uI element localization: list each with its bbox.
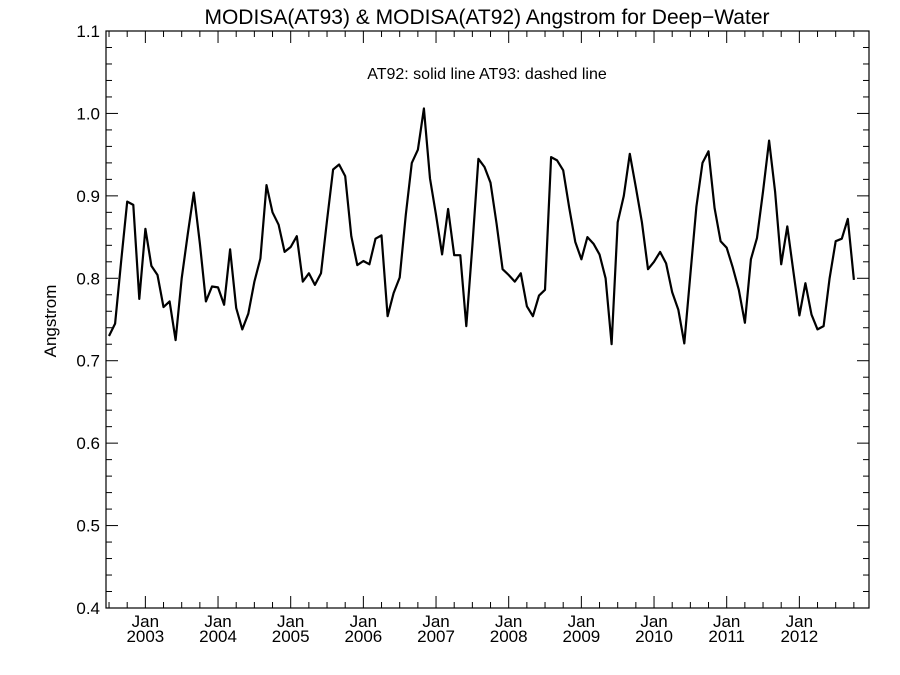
x-tick-month-label: Jan (568, 612, 595, 631)
x-axis: Jan2003Jan2004Jan2005Jan2006Jan2007Jan20… (108, 31, 855, 646)
series-layer (108, 107, 855, 346)
x-tick-month-label: Jan (786, 612, 813, 631)
y-tick-label: 0.4 (76, 599, 100, 618)
x-tick-year-label: 2011 (708, 627, 745, 646)
chart-title: MODISA(AT93) & MODISA(AT92) Angstrom for… (204, 6, 769, 29)
x-tick-month-label: Jan (422, 612, 449, 631)
series-line-at92 (108, 107, 855, 346)
y-tick-label: 0.7 (76, 352, 100, 371)
x-tick-month-label: Jan (277, 612, 304, 631)
x-tick-year-label: 2005 (272, 627, 310, 646)
y-tick-label: 0.6 (76, 434, 100, 453)
x-tick-year-label: 2004 (199, 627, 237, 646)
x-tick-year-label: 2012 (780, 627, 818, 646)
x-tick-year-label: 2006 (344, 627, 382, 646)
x-tick-month-label: Jan (204, 612, 231, 631)
y-tick-label: 1.0 (76, 104, 100, 123)
x-tick-year-label: 2010 (635, 627, 673, 646)
plot-frame (105, 30, 870, 609)
x-tick-year-label: 2008 (490, 627, 528, 646)
y-axis-label: Angstrom (41, 285, 60, 358)
x-tick-month-label: Jan (640, 612, 667, 631)
x-tick-month-label: Jan (495, 612, 522, 631)
y-axis: 0.4 0.5 0.6 0.7 0.8 0.9 1.0 1.1 (76, 22, 869, 618)
x-tick-year-label: 2007 (417, 627, 455, 646)
x-tick-month-label: Jan (132, 612, 159, 631)
x-tick-year-label: 2009 (562, 627, 600, 646)
x-tick-month-label: Jan (713, 612, 740, 631)
series-style-annotation: AT92: solid line AT93: dashed line (367, 66, 607, 83)
x-tick-month-label: Jan (350, 612, 377, 631)
y-tick-label: 1.1 (76, 22, 100, 41)
y-tick-label: 0.9 (76, 187, 100, 206)
y-tick-label: 0.8 (76, 269, 100, 288)
x-tick-year-label: 2003 (126, 627, 164, 646)
y-tick-label: 0.5 (76, 517, 100, 536)
